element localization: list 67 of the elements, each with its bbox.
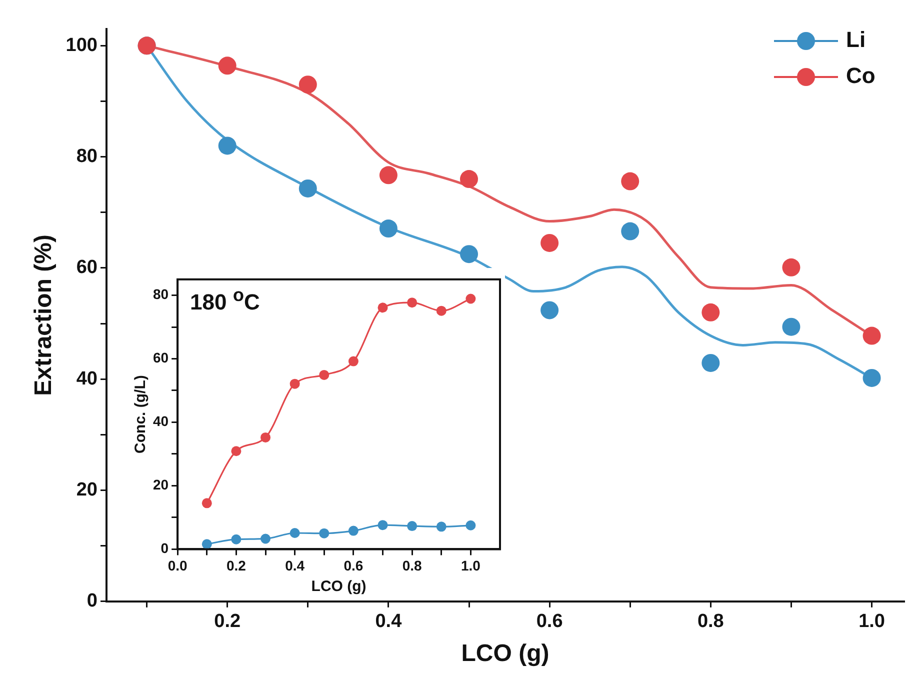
point [436, 306, 446, 316]
point [319, 370, 330, 380]
point [407, 521, 418, 532]
point [702, 354, 720, 372]
point [436, 522, 446, 532]
x-tick-label: 1.0 [858, 611, 885, 632]
x-tick-label: 1.0 [460, 557, 481, 574]
annotation: 180 $^{o}$C [190, 284, 260, 316]
y-axis-title: Conc. (g/L) [132, 375, 150, 454]
point [782, 318, 800, 336]
point [862, 326, 881, 345]
point [378, 302, 388, 313]
point [379, 166, 398, 184]
point [298, 76, 317, 94]
point [298, 179, 317, 198]
y-tick-label: 60 [152, 350, 169, 366]
point [540, 234, 559, 252]
x-tick-label: 0.2 [226, 557, 246, 574]
x-axis-title: LCO (g) [461, 640, 550, 668]
y-tick-label: 20 [152, 476, 169, 493]
y-tick-label: 80 [76, 146, 98, 168]
point [290, 528, 300, 538]
point [460, 245, 478, 264]
y-tick-label: 0 [86, 590, 98, 612]
point [621, 172, 640, 190]
y-tick-label: 80 [152, 286, 169, 302]
y-tick-label: 40 [152, 413, 169, 430]
point [540, 301, 559, 320]
x-tick-label: 0.2 [214, 611, 241, 632]
point [378, 520, 388, 530]
point [460, 170, 478, 188]
y-tick-label: 100 [66, 34, 98, 56]
point [466, 294, 476, 304]
point [290, 378, 300, 389]
point [348, 526, 358, 536]
x-tick-label: 0.8 [402, 557, 422, 574]
point [202, 498, 212, 508]
point [202, 539, 212, 550]
point [231, 446, 242, 456]
x-tick-label: 0.8 [697, 611, 724, 632]
point [862, 369, 881, 387]
y-tick-label: 60 [76, 257, 98, 278]
y-tick-label: 0 [160, 540, 169, 556]
point [231, 534, 242, 544]
x-tick-label: 0.4 [375, 611, 402, 632]
x-tick-label: 0.6 [536, 611, 563, 632]
point [218, 56, 236, 75]
y-tick-label: 40 [76, 368, 98, 390]
point [379, 220, 398, 238]
x-axis-title: LCO (g) [311, 578, 366, 596]
legend-label: Li [846, 27, 866, 52]
x-tick-label: 0.4 [285, 557, 305, 574]
y-tick-label: 20 [76, 479, 98, 500]
point [466, 520, 476, 530]
y-axis-title: Extraction (%) [30, 234, 58, 396]
point [702, 303, 720, 322]
point [260, 432, 271, 442]
point [407, 298, 418, 308]
point [782, 258, 800, 276]
point [348, 356, 358, 366]
point [260, 534, 271, 544]
point [218, 136, 236, 155]
legend-label: Co [846, 63, 876, 88]
x-tick-label: 0.0 [168, 557, 188, 574]
x-tick-label: 0.6 [344, 557, 364, 574]
point [621, 222, 640, 240]
point [319, 528, 330, 538]
